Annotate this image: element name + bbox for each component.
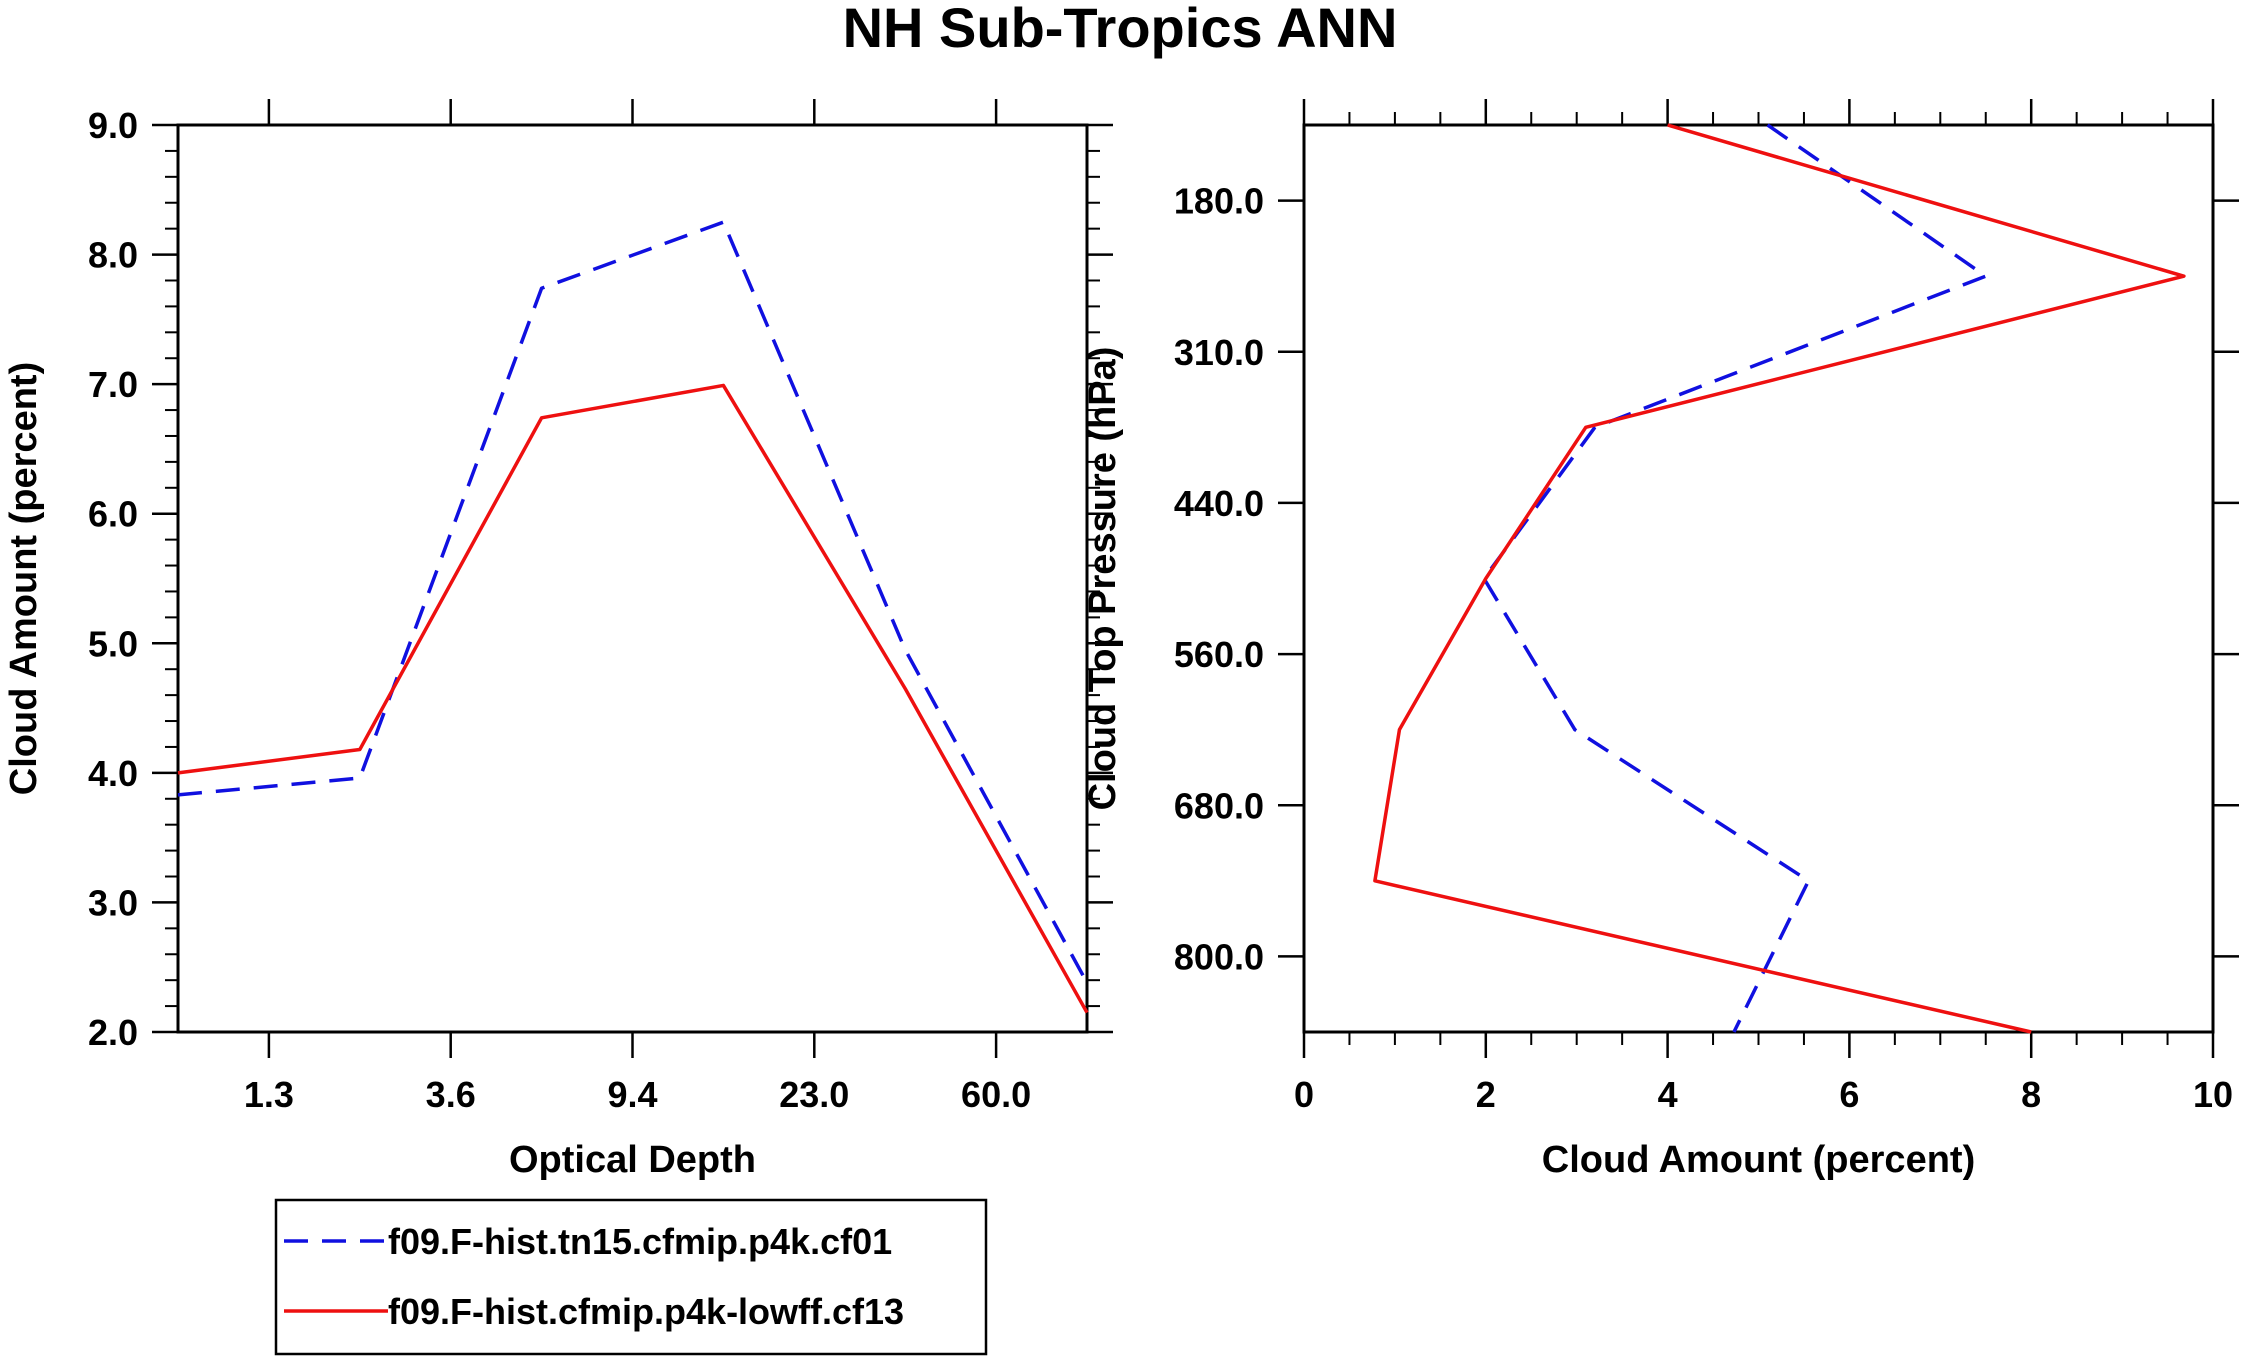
right-y-axis-label: Cloud Top Pressure (hPa) [1082,347,1124,811]
legend: f09.F-hist.tn15.cfmip.p4k.cf01 f09.F-hist… [274,1198,988,1356]
left-y-tick-label: 5.0 [88,623,138,664]
left-plot-frame [176,123,1089,1034]
right-y-tick-label: 680.0 [1174,785,1264,826]
right-x-tick-label: 10 [2193,1074,2233,1115]
right-panel: 0 2 4 6 8 10 180.0 310.0 440.0 560.0 680.0 800.0 Clo… [1082,99,2239,1181]
right-x-tick-label: 2 [1476,1074,1496,1115]
left-y-tick-label: 8.0 [88,235,138,276]
right-y-tick-label: 180.0 [1174,181,1264,222]
left-y-tick-label: 4.0 [88,753,138,794]
figure-title: NH Sub-Tropics ANN [843,0,1398,59]
right-x-tick-label: 4 [1658,1074,1678,1115]
right-x-tick-label: 0 [1294,1074,1314,1115]
right-x-tick-label: 6 [1839,1074,1859,1115]
right-y-tick-label: 560.0 [1174,634,1264,675]
left-x-tick-label: 1.3 [244,1074,294,1115]
left-x-tick-label: 9.4 [607,1074,657,1115]
left-panel: 2.0 3.0 4.0 5.0 6.0 7.0 8.0 9.0 1.3 3.6 9.4 23.0 60.… [3,99,1113,1181]
left-y-tick-label: 2.0 [88,1012,138,1053]
left-series-line-1 [177,220,1089,984]
right-y-tick-label: 440.0 [1174,483,1264,524]
left-series-line-2 [177,383,1089,1014]
legend-label-2: f09.F-hist.cfmip.p4k-lowff.cf13 [388,1291,904,1332]
left-x-axis-label: Optical Depth [509,1139,756,1181]
left-y-tick-label: 3.0 [88,882,138,923]
left-x-tick-label: 60.0 [961,1074,1031,1115]
right-y-tick-label: 800.0 [1174,936,1264,977]
right-x-axis-label: Cloud Amount (percent) [1542,1139,1975,1181]
left-x-tick-label: 3.6 [426,1074,476,1115]
legend-label-1: f09.F-hist.tn15.cfmip.p4k.cf01 [388,1221,892,1262]
left-y-tick-label: 7.0 [88,364,138,405]
right-series-line-1 [1482,123,1988,1033]
left-x-tick-label: 23.0 [779,1074,849,1115]
legend-box [274,1198,988,1356]
right-series-line-2 [1373,123,2186,1034]
left-y-axis-label: Cloud Amount (percent) [3,362,45,795]
left-y-tick-label: 6.0 [88,494,138,535]
left-y-tick-label: 9.0 [88,105,138,146]
right-y-tick-label: 310.0 [1174,332,1264,373]
right-x-tick-label: 8 [2021,1074,2041,1115]
